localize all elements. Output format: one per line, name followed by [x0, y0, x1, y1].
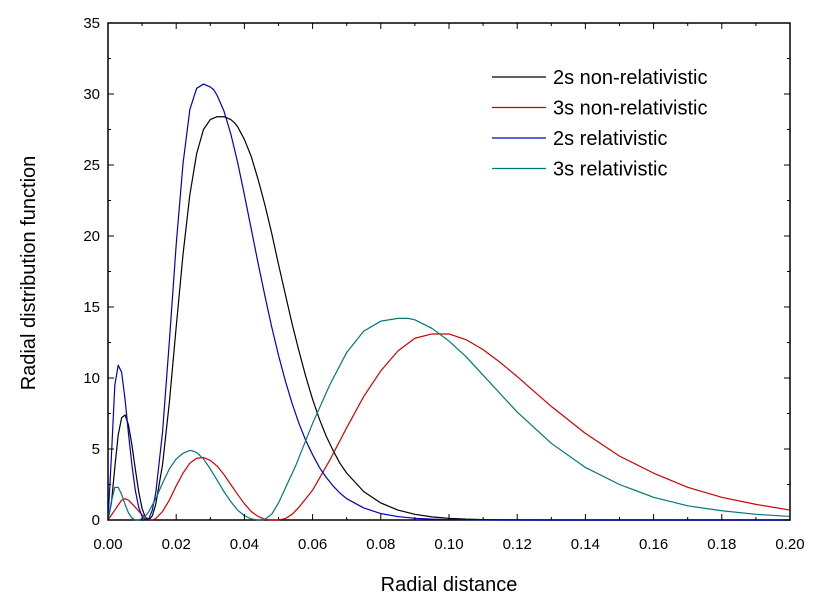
- legend-label-1: 2s non-relativistic: [553, 67, 708, 89]
- legend: 2s non-relativistic 3s non-relativistic 2s…: [492, 67, 708, 181]
- series-line-3: [107, 83, 790, 521]
- y-tick-label: 10: [83, 370, 100, 387]
- x-tick-label: 0.08: [366, 536, 395, 553]
- x-tick-label: 0.10: [434, 536, 463, 553]
- series-line-1: [107, 116, 790, 521]
- y-tick-label: 0: [92, 512, 100, 529]
- y-tick-label: 5: [92, 441, 100, 458]
- y-tick-label: 30: [83, 86, 100, 103]
- x-tick-label: 0.02: [162, 536, 191, 553]
- x-tick-label: 0.20: [775, 536, 804, 553]
- x-tick-label: 0.12: [503, 536, 532, 553]
- y-tick-label: 35: [83, 15, 100, 32]
- series-line-4: [107, 317, 791, 521]
- x-tick-label: 0.14: [571, 536, 600, 553]
- y-axis-title: Radial distribution function: [18, 156, 40, 391]
- series-line-2: [107, 333, 791, 521]
- x-tick-label: 0.06: [298, 536, 327, 553]
- y-tick-label: 20: [83, 228, 100, 245]
- legend-label-3: 2s relativistic: [553, 128, 667, 150]
- y-tick-labels: 0 5 10 15 20 25 30 35: [83, 15, 100, 529]
- x-tick-label: 0.04: [230, 536, 259, 553]
- legend-label-4: 3s relativistic: [553, 159, 667, 181]
- y-tick-label: 25: [83, 157, 100, 174]
- x-tick-label: 0.00: [93, 536, 122, 553]
- x-tick-label: 0.16: [639, 536, 668, 553]
- x-tick-label: 0.18: [707, 536, 736, 553]
- legend-label-2: 3s non-relativistic: [553, 98, 708, 120]
- axis-ticks: [107, 22, 791, 521]
- x-tick-labels: 0.00 0.02 0.04 0.06 0.08 0.10 0.12 0.14 0.16 0.18…: [93, 536, 804, 553]
- series-lines: [107, 83, 791, 521]
- y-tick-label: 15: [83, 299, 100, 316]
- x-axis-title: Radial distance: [381, 574, 518, 596]
